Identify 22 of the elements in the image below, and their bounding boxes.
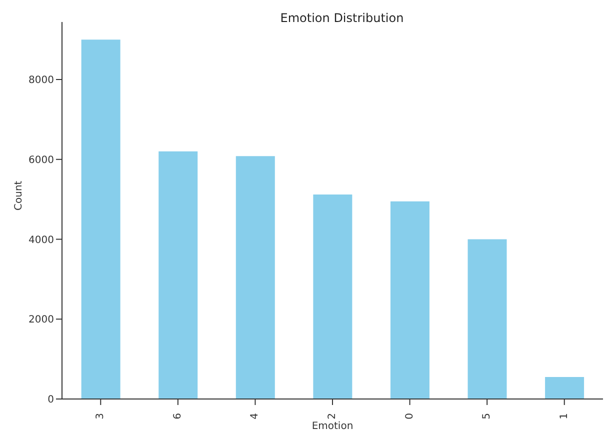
chart-title: Emotion Distribution <box>280 11 404 25</box>
x-tick-label: 4 <box>250 413 261 420</box>
bar <box>81 40 120 399</box>
bar <box>313 194 352 399</box>
y-tick-label: 6000 <box>28 154 54 166</box>
x-tick-label: 5 <box>482 413 493 420</box>
y-tick-label: 2000 <box>28 314 54 326</box>
y-tick-label: 4000 <box>28 234 54 246</box>
bar <box>545 377 584 399</box>
y-axis-title: Count <box>14 180 25 210</box>
y-tick-label: 8000 <box>28 75 54 86</box>
x-tick-label: 0 <box>404 413 416 420</box>
bar <box>158 151 198 399</box>
x-axis-title: Emotion <box>312 421 354 432</box>
x-tick-label: 3 <box>95 413 106 420</box>
y-tick-label: 0 <box>48 394 54 406</box>
x-tick-label: 6 <box>172 413 184 420</box>
bar <box>468 239 507 399</box>
x-tick-label: 2 <box>327 413 338 420</box>
bar <box>390 201 430 399</box>
bar <box>236 156 275 399</box>
x-tick-label: 1 <box>558 413 570 420</box>
